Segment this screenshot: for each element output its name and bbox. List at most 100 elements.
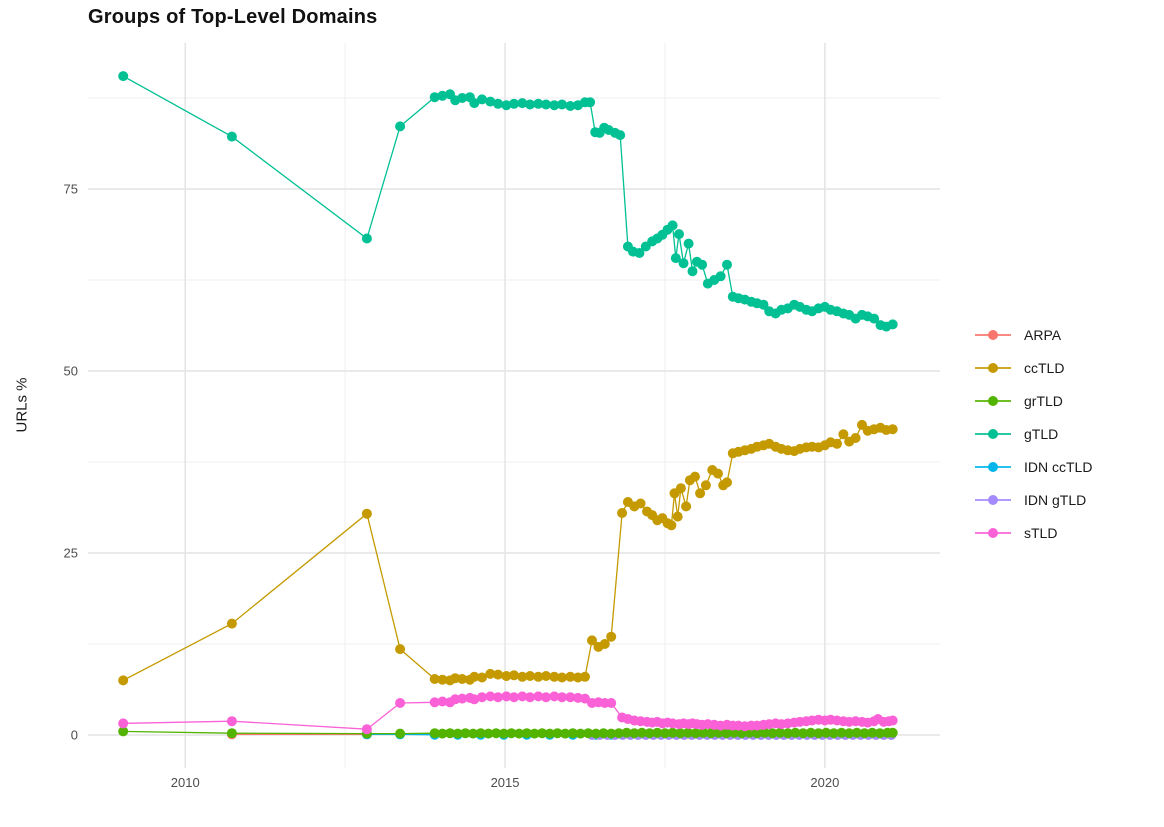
plot-panel bbox=[88, 43, 940, 768]
series-gtld-point bbox=[634, 248, 645, 258]
series-stld-point bbox=[485, 691, 496, 702]
series-gtld-point bbox=[525, 99, 535, 110]
series-grtld-point bbox=[498, 728, 509, 739]
series-stld-point bbox=[533, 691, 544, 702]
series-grtld-point bbox=[537, 728, 548, 739]
series-cctld-point bbox=[485, 668, 496, 679]
series-gtld-point bbox=[485, 96, 496, 107]
series-gtld-point bbox=[585, 97, 596, 108]
series-grtld-point bbox=[521, 728, 532, 739]
series-cctld-point bbox=[838, 429, 849, 440]
series-gtld-point bbox=[429, 92, 440, 103]
legend-key-icon bbox=[975, 395, 1011, 407]
series-cctld-point bbox=[501, 671, 512, 681]
series-gtld-point bbox=[758, 299, 769, 310]
legend-label: grTLD bbox=[1024, 392, 1063, 409]
series-gtld-point bbox=[615, 130, 626, 141]
series-cctld-point bbox=[557, 672, 567, 683]
series-grtld-point bbox=[652, 727, 663, 738]
series-gtld-point bbox=[667, 220, 678, 231]
series-gtld-point bbox=[869, 313, 880, 324]
series-gtld-point bbox=[541, 99, 551, 110]
series-grtld-point bbox=[782, 728, 793, 739]
series-grtld-point bbox=[675, 728, 686, 739]
series-grtld-point bbox=[452, 728, 463, 739]
series-grtld-point bbox=[575, 728, 586, 739]
series-cctld-point bbox=[690, 471, 700, 482]
series-cctld-point bbox=[226, 618, 237, 629]
series-cctld-point bbox=[361, 508, 372, 519]
series-cctld-point bbox=[437, 674, 448, 685]
series-grtld-point bbox=[460, 728, 471, 739]
series-cctld-point bbox=[517, 671, 528, 682]
series-cctld-point bbox=[533, 671, 544, 682]
x-tick-label-2015: 2015 bbox=[490, 775, 520, 790]
legend-item-idn-cctld: IDN ccTLD bbox=[975, 450, 1092, 483]
series-gtld-point bbox=[722, 259, 732, 270]
series-grtld-point bbox=[752, 728, 763, 739]
series-cctld-point bbox=[695, 488, 706, 499]
series-cctld-point bbox=[493, 669, 503, 680]
legend-item-grtld: grTLD bbox=[975, 384, 1092, 417]
series-cctld-point bbox=[887, 424, 898, 435]
legend-key-dot bbox=[988, 395, 998, 406]
series-gtld-point bbox=[887, 319, 898, 330]
series-gtld-point bbox=[493, 98, 503, 109]
series-grtld-point bbox=[395, 728, 406, 739]
series-gtld-line bbox=[122, 75, 893, 328]
series-grtld-point bbox=[226, 728, 237, 739]
series-grtld-point bbox=[567, 728, 578, 739]
legend-item-idn-gtld: IDN gTLD bbox=[975, 483, 1092, 516]
legend-key-dot bbox=[988, 527, 998, 538]
series-gtld-point bbox=[683, 238, 694, 249]
series-grtld-point bbox=[836, 727, 847, 738]
series-cctld-point bbox=[675, 483, 686, 494]
series-stld-point bbox=[226, 716, 237, 727]
series-gtld-point bbox=[715, 271, 726, 282]
series-stld-point bbox=[525, 692, 535, 703]
series-grtld-point bbox=[445, 728, 455, 739]
series-grtld-point bbox=[767, 728, 778, 739]
series-gtld-point bbox=[457, 93, 468, 103]
series-grtld-point bbox=[468, 728, 479, 739]
series-cctld-point bbox=[525, 671, 535, 681]
series-cctld-point bbox=[700, 480, 711, 491]
legend-key-dot bbox=[988, 362, 998, 373]
series-stld-point bbox=[517, 691, 528, 702]
series-cctld-point bbox=[599, 639, 610, 649]
series-grtld-point bbox=[629, 728, 640, 739]
series-cctld-point bbox=[549, 671, 560, 682]
series-grtld-point bbox=[491, 728, 502, 739]
series-stld-point bbox=[361, 724, 372, 735]
series-stld-point bbox=[395, 698, 406, 708]
series-grtld-point bbox=[851, 727, 862, 738]
series-stld-point bbox=[469, 694, 480, 705]
series-grtld-point bbox=[867, 727, 878, 738]
series-gtld-point bbox=[118, 71, 129, 82]
series-gtld-point bbox=[697, 259, 708, 270]
series-grtld-point bbox=[775, 727, 786, 738]
series-grtld-point bbox=[887, 727, 898, 738]
legend-key-dot bbox=[988, 461, 998, 472]
series-grtld-point bbox=[613, 728, 624, 739]
series-stld-point bbox=[887, 715, 898, 726]
series-cctld-point bbox=[850, 433, 861, 443]
series-grtld-point bbox=[798, 728, 809, 739]
series-gtld-point bbox=[557, 99, 567, 110]
legend-key-icon bbox=[975, 362, 1011, 374]
series-grtld-point bbox=[560, 728, 571, 739]
legend-item-stld: sTLD bbox=[975, 516, 1092, 549]
series-gtld-point bbox=[678, 258, 689, 269]
series-cctld-point bbox=[832, 438, 842, 449]
series-grtld-point bbox=[598, 728, 609, 739]
series-grtld-point bbox=[844, 728, 855, 739]
series-gtld-point bbox=[509, 98, 519, 109]
series-grtld-point bbox=[636, 727, 647, 738]
series-stld-point bbox=[557, 692, 567, 703]
series-stld-point bbox=[565, 692, 576, 703]
series-cctld-point bbox=[565, 671, 576, 682]
series-gtld-point bbox=[549, 100, 560, 111]
series-grtld-point bbox=[590, 728, 601, 739]
legend-key-icon bbox=[975, 329, 1011, 341]
